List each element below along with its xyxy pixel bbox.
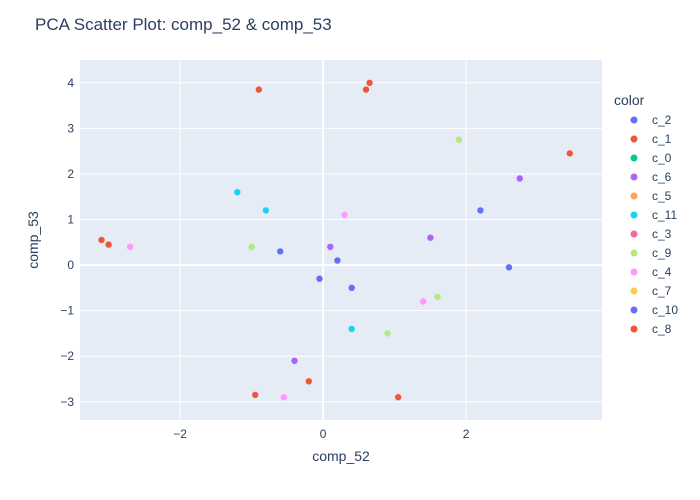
data-point-c-8: [105, 241, 112, 248]
data-point-c-2: [334, 257, 341, 264]
legend-marker: [630, 116, 638, 124]
chart-title: PCA Scatter Plot: comp_52 & comp_53: [35, 15, 332, 34]
y-tick-label: −2: [60, 349, 74, 363]
legend-label: c_5: [652, 189, 672, 203]
data-point-c-4: [420, 298, 427, 305]
data-point-c-8: [98, 236, 105, 244]
legend-item-c-1[interactable]: c_1: [630, 132, 672, 146]
legend-marker: [630, 135, 638, 143]
data-point-c-2: [477, 207, 484, 214]
grid-lines: [80, 60, 602, 420]
legend[interactable]: c_2 c_1 c_0 c_6 c_5 c_11 c_3 c_9 c_4 c_7 c_10 c_8: [630, 113, 679, 336]
legend-marker: [630, 230, 638, 238]
legend-item-c-10[interactable]: c_10: [630, 303, 679, 317]
data-point-c-11: [348, 325, 355, 333]
legend-marker: [630, 173, 638, 181]
legend-label: c_2: [652, 113, 672, 127]
data-point-c-8: [362, 86, 370, 93]
y-tick-label: −3: [60, 395, 74, 409]
data-point-c-11: [234, 189, 241, 196]
y-tick-label: 4: [67, 76, 74, 90]
data-point-c-8: [305, 378, 312, 385]
y-tick-label: 1: [67, 212, 74, 226]
data-point-c-2: [316, 275, 323, 282]
legend-label: c_6: [652, 170, 672, 184]
legend-marker: [630, 249, 638, 257]
data-point-c-6: [327, 243, 334, 250]
data-point-c-2: [348, 284, 355, 291]
x-tick-labels: −2 0 2: [173, 427, 470, 441]
data-point-c-6: [427, 234, 434, 241]
y-tick-labels: −3 −2 −1 0 1 2 3 4: [60, 76, 74, 409]
legend-marker: [630, 154, 638, 162]
data-point-c-8: [366, 79, 373, 87]
legend-item-c-4[interactable]: c_4: [630, 265, 672, 279]
data-point-c-8: [566, 150, 573, 157]
data-point-c-9: [434, 293, 441, 301]
legend-label: c_4: [652, 265, 672, 279]
data-point-c-9: [248, 243, 255, 250]
legend-label: c_0: [652, 151, 672, 165]
legend-label: c_7: [652, 284, 672, 298]
legend-marker: [630, 325, 638, 333]
data-point-c-4: [126, 243, 134, 250]
legend-marker: [630, 211, 638, 219]
legend-marker: [630, 306, 638, 314]
legend-label: c_3: [652, 227, 672, 241]
x-tick-label: −2: [173, 427, 187, 441]
legend-label: c_11: [652, 208, 677, 222]
data-point-c-8: [255, 86, 262, 93]
y-tick-label: 0: [67, 258, 74, 272]
legend-label: c_1: [652, 132, 672, 146]
legend-item-c-11[interactable]: c_11: [630, 208, 678, 222]
data-point-c-4: [280, 394, 287, 401]
legend-item-c-2[interactable]: c_2: [630, 113, 672, 127]
y-tick-label: −1: [60, 304, 74, 318]
data-point-c-8: [395, 394, 402, 401]
x-axis-title: comp_52: [312, 448, 370, 464]
data-point-c-6: [516, 175, 523, 182]
plot-area: [80, 60, 602, 420]
legend-item-c-3[interactable]: c_3: [630, 227, 672, 241]
y-axis-title: comp_53: [25, 211, 41, 269]
data-point-c-10: [505, 264, 513, 271]
x-tick-label: 0: [320, 427, 327, 441]
legend-label: c_9: [652, 246, 672, 260]
legend-item-c-6[interactable]: c_6: [630, 170, 672, 184]
data-point-c-9: [384, 330, 391, 337]
legend-item-c-0[interactable]: c_0: [630, 151, 672, 165]
legend-title: color: [614, 92, 645, 108]
legend-label: c_10: [652, 303, 678, 317]
legend-marker: [630, 268, 638, 276]
data-point-c-11: [262, 207, 270, 214]
data-point-c-6: [291, 357, 298, 364]
data-point-c-9: [455, 136, 463, 143]
y-tick-label: 3: [67, 121, 74, 135]
legend-item-c-8[interactable]: c_8: [630, 322, 672, 336]
legend-item-c-9[interactable]: c_9: [630, 246, 672, 260]
legend-marker: [630, 287, 638, 295]
x-tick-label: 2: [463, 427, 470, 441]
legend-marker: [630, 192, 638, 200]
legend-item-c-7[interactable]: c_7: [630, 284, 672, 298]
legend-item-c-5[interactable]: c_5: [630, 189, 672, 203]
legend-label: c_8: [652, 322, 672, 336]
y-tick-label: 2: [67, 167, 74, 181]
data-point-c-4: [341, 211, 348, 219]
data-points: [98, 79, 573, 401]
data-point-c-10: [277, 248, 284, 255]
data-point-c-8: [252, 391, 259, 399]
